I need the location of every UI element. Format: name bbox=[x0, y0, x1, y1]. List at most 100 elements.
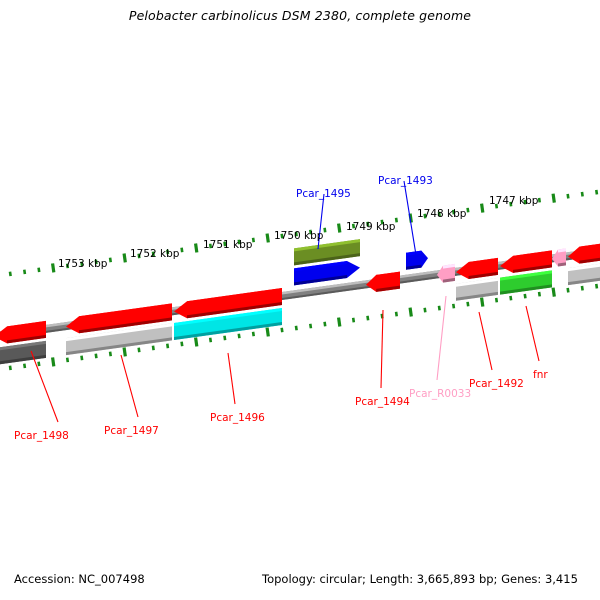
gene-Pcar_1494[interactable] bbox=[366, 271, 400, 292]
ruler-tick bbox=[452, 303, 456, 309]
gene-arrow-shadow bbox=[376, 285, 400, 292]
ruler-tick bbox=[452, 209, 456, 215]
bar-highlight bbox=[500, 270, 552, 281]
gene-rna-right[interactable] bbox=[552, 248, 566, 267]
annotation-bar-bar-grey-1497 bbox=[66, 323, 172, 356]
gene-label-Pcar_1495[interactable]: Pcar_1495 bbox=[296, 188, 351, 200]
gene-arrow-highlight bbox=[558, 248, 566, 253]
ruler-tick bbox=[137, 253, 141, 259]
ruler-tick bbox=[423, 307, 427, 313]
ruler-tick bbox=[466, 301, 470, 307]
gene-Pcar_R0033[interactable] bbox=[437, 263, 455, 283]
gene-Pcar_1496[interactable] bbox=[174, 288, 282, 319]
ruler-tick bbox=[23, 269, 27, 275]
gene-Pcar_1495[interactable] bbox=[294, 260, 360, 286]
ruler-tick bbox=[408, 307, 413, 317]
gene-arrow-highlight bbox=[579, 243, 600, 250]
gene-label-Pcar_1493[interactable]: Pcar_1493 bbox=[378, 175, 433, 187]
ruler-tick bbox=[180, 341, 184, 347]
annotation-bar-bar-grey-1492 bbox=[456, 277, 498, 301]
bar-body bbox=[174, 308, 282, 341]
ruler-tick bbox=[479, 203, 485, 213]
ruler-tick bbox=[265, 327, 270, 337]
gene-arrow-body[interactable] bbox=[437, 263, 455, 283]
ruler-tick-label: 1751 kbp bbox=[203, 239, 253, 251]
gene-arrow-shadow bbox=[468, 271, 498, 280]
ruler-tick bbox=[509, 295, 513, 301]
ruler-tick bbox=[137, 347, 141, 353]
gene-arrow-body[interactable] bbox=[552, 248, 566, 267]
ruler-tick bbox=[237, 239, 241, 245]
ruler-tick bbox=[380, 219, 384, 225]
leader-line-Pcar_1493 bbox=[403, 180, 417, 256]
gene-arrow-body[interactable] bbox=[174, 288, 282, 319]
leader-line-Pcar_1496 bbox=[227, 352, 236, 405]
annotation-bar-bar-dark-grey bbox=[0, 340, 46, 365]
gene-label-fnr[interactable]: fnr bbox=[533, 369, 548, 381]
ruler-tick bbox=[509, 201, 513, 207]
gene-arrow-body[interactable] bbox=[568, 243, 600, 264]
gene-label-Pcar_1494[interactable]: Pcar_1494 bbox=[355, 396, 410, 408]
ruler-tick bbox=[208, 243, 213, 249]
gene-arrow-highlight bbox=[468, 257, 498, 266]
ruler-tick-label: 1750 kbp bbox=[274, 230, 324, 242]
gene-arrow-shadow bbox=[187, 302, 282, 319]
ruler-tick bbox=[551, 287, 556, 297]
gene-Pcar_1492[interactable] bbox=[456, 257, 498, 280]
gene-fnr[interactable] bbox=[500, 250, 552, 273]
ruler-tick bbox=[122, 253, 127, 263]
gene-arrow-body[interactable] bbox=[406, 250, 428, 270]
gene-arrow-highlight bbox=[443, 263, 455, 269]
bar-body bbox=[66, 323, 172, 356]
ruler-tick bbox=[523, 293, 527, 299]
ruler-tick bbox=[251, 331, 255, 337]
ruler-tick bbox=[595, 283, 599, 289]
ruler-tick bbox=[351, 223, 356, 229]
gene-gene-right[interactable] bbox=[568, 243, 600, 264]
bar-highlight bbox=[294, 239, 360, 252]
ruler-tick bbox=[237, 333, 241, 339]
gene-label-Pcar_1498[interactable]: Pcar_1498 bbox=[14, 430, 69, 442]
ruler-tick bbox=[50, 263, 56, 273]
genome-stats-text: Topology: circular; Length: 3,665,893 bp… bbox=[262, 572, 578, 586]
ruler-tick bbox=[208, 337, 213, 343]
gene-arrow-highlight bbox=[7, 320, 46, 330]
gene-label-Pcar_1496[interactable]: Pcar_1496 bbox=[210, 412, 265, 424]
gene-arrow-highlight bbox=[79, 303, 172, 320]
gene-Pcar_1497[interactable] bbox=[66, 303, 172, 334]
ruler-tick bbox=[251, 237, 255, 243]
ruler-tick bbox=[166, 343, 170, 349]
leader-line-Pcar_R0033 bbox=[436, 295, 447, 381]
bar-shadow bbox=[66, 337, 172, 356]
ruler-tick bbox=[294, 325, 298, 331]
ruler-tick bbox=[580, 191, 584, 197]
ruler-tick bbox=[108, 351, 112, 357]
ruler-tick bbox=[537, 197, 541, 203]
ruler-tick bbox=[122, 347, 127, 357]
ruler-tick bbox=[494, 297, 499, 303]
gene-Pcar_1498[interactable] bbox=[0, 320, 46, 344]
ruler-tick-label: 1749 kbp bbox=[346, 221, 396, 233]
gene-arrow-shadow bbox=[513, 264, 552, 273]
ruler-tick bbox=[94, 259, 98, 265]
gene-label-Pcar_1497[interactable]: Pcar_1497 bbox=[104, 425, 159, 437]
gene-arrow-shadow bbox=[443, 277, 455, 283]
ruler-tick bbox=[65, 357, 70, 363]
ruler-tick bbox=[336, 223, 342, 233]
ruler-tick bbox=[193, 337, 199, 347]
ruler-tick bbox=[494, 203, 499, 209]
ruler-tick bbox=[323, 227, 327, 233]
gene-label-Pcar_R0033[interactable]: Pcar_R0033 bbox=[409, 388, 472, 400]
ruler-tick bbox=[566, 193, 570, 199]
gene-Pcar_1493[interactable] bbox=[406, 250, 428, 270]
leader-line-Pcar_1494 bbox=[380, 309, 384, 389]
ruler-tick bbox=[108, 257, 112, 263]
ruler-tick bbox=[366, 221, 370, 227]
ruler-tick-label: 1747 kbp bbox=[489, 195, 539, 207]
ruler-tick bbox=[466, 207, 470, 213]
bar-highlight bbox=[174, 308, 282, 327]
ruler-tick bbox=[65, 263, 70, 269]
gene-arrow-body[interactable] bbox=[66, 303, 172, 334]
gene-arrow-shadow bbox=[406, 264, 422, 270]
gene-label-Pcar_1492[interactable]: Pcar_1492 bbox=[469, 378, 524, 390]
